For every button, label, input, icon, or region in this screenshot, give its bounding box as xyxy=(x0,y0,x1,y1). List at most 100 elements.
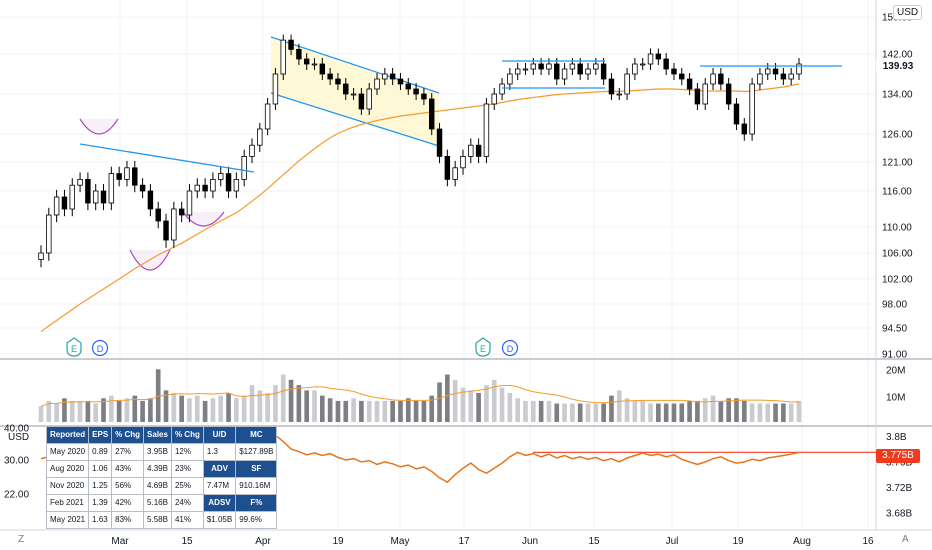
candle-body xyxy=(663,58,669,70)
candle-body xyxy=(264,103,271,130)
candle-body xyxy=(491,93,497,105)
volume-bar xyxy=(38,406,44,422)
table-cell: 3.95B xyxy=(143,443,172,461)
volume-bar xyxy=(452,379,458,422)
table-header: Sales xyxy=(143,426,172,444)
candle-body xyxy=(452,167,458,180)
table-cell: 12% xyxy=(170,443,204,461)
candle-body xyxy=(85,178,91,204)
candle-body xyxy=(561,68,568,80)
volume-bar xyxy=(124,398,130,422)
dividend-marker-label: D xyxy=(507,344,514,354)
volume-bars xyxy=(38,369,802,422)
sub-tick-label: 3.68B xyxy=(886,508,912,519)
table-cell: 910.16M xyxy=(235,477,278,495)
candle-body xyxy=(38,252,44,260)
left-scale-tick-label: 30.00 xyxy=(4,456,29,467)
candle-body xyxy=(639,63,646,66)
candle-body xyxy=(725,83,732,105)
volume-bar xyxy=(781,403,786,422)
table-cell: 1.63 xyxy=(88,511,113,529)
volume-bar xyxy=(202,400,208,422)
candle-body xyxy=(796,63,802,75)
volume-bar xyxy=(273,385,278,422)
candle-body xyxy=(147,190,154,210)
candle-body xyxy=(100,190,107,204)
fundamentals-table: Reported EPS % Chg Sales % Chg U/D MC Ma… xyxy=(45,426,278,529)
candle-body xyxy=(749,83,755,135)
candle-body xyxy=(522,68,529,71)
volume-bar xyxy=(413,400,419,422)
table-row: Feb 2021 1.39 42% 5.16B 24% ADSV F% xyxy=(45,494,278,512)
candle-body xyxy=(46,214,52,254)
volume-bar xyxy=(773,403,778,422)
volume-bar xyxy=(210,398,216,422)
candle-body xyxy=(421,93,427,100)
candle-body xyxy=(139,184,146,192)
candle-body xyxy=(780,73,787,80)
price-tick-label: 121.00 xyxy=(882,158,913,169)
volume-bar xyxy=(530,400,536,422)
table-cell: 4.39B xyxy=(143,460,172,478)
volume-bar xyxy=(788,403,794,422)
volume-bar xyxy=(234,398,239,422)
volume-bar xyxy=(757,403,763,422)
time-tick-label: Jul xyxy=(666,536,679,547)
volume-bar xyxy=(445,374,450,422)
volume-bar xyxy=(93,403,99,422)
candle-body xyxy=(296,48,302,60)
price-tick-label: 116.00 xyxy=(882,187,912,198)
volume-bar xyxy=(765,403,771,422)
currency-badge[interactable]: USD xyxy=(893,5,923,20)
volume-bar xyxy=(632,400,638,422)
candle-body xyxy=(249,144,255,157)
volume-bar xyxy=(390,400,395,422)
table-cell: 1.39 xyxy=(88,494,113,512)
auto-scale-button[interactable]: A xyxy=(902,534,909,545)
candle-body xyxy=(69,184,75,210)
volume-bar xyxy=(140,400,145,422)
earnings-marker xyxy=(66,337,82,357)
price-tick-label: 134.00 xyxy=(882,90,913,101)
candle-body xyxy=(702,83,708,105)
price-tick-label: 110.00 xyxy=(882,223,912,234)
volume-bar xyxy=(335,400,341,422)
candle-body xyxy=(616,93,622,96)
candle-body xyxy=(225,173,232,192)
volume-bar xyxy=(226,393,231,422)
earnings-marker-label: E xyxy=(480,344,486,354)
candle-body xyxy=(311,63,318,66)
volume-bar xyxy=(741,400,747,422)
pattern-arcs xyxy=(79,118,225,271)
volume-bar xyxy=(570,403,575,422)
candle-body xyxy=(171,208,177,241)
volume-bar xyxy=(288,379,294,422)
volume-average-line xyxy=(40,384,799,407)
moving-average xyxy=(40,83,800,333)
candle-body xyxy=(335,78,341,85)
volume-bar xyxy=(398,400,403,422)
candle-body xyxy=(116,173,122,180)
volume-bar xyxy=(640,400,646,422)
table-cell: F% xyxy=(235,494,278,512)
price-tick-label: 102.00 xyxy=(882,275,913,286)
candle-body xyxy=(319,63,326,75)
table-header-row: Reported EPS % Chg Sales % Chg U/D MC xyxy=(45,426,278,444)
volume-bar xyxy=(312,390,317,422)
candle-body xyxy=(53,196,60,216)
time-tick-label: Mar xyxy=(111,536,129,547)
timezone-button[interactable]: Z xyxy=(18,534,25,545)
candle-body xyxy=(593,63,599,70)
table-cell: ADSV xyxy=(202,494,237,512)
volume-bar xyxy=(101,398,106,422)
candle-body xyxy=(358,93,365,110)
time-tick-label: Aug xyxy=(793,536,811,547)
candle-body xyxy=(694,88,701,105)
table-row: Aug 2020 1.06 43% 4.39B 23% ADV SF xyxy=(45,460,278,478)
time-tick-label: 15 xyxy=(181,536,193,547)
candle-body xyxy=(241,155,247,180)
table-cell: 99.6% xyxy=(235,511,278,529)
table-cell: 83% xyxy=(111,511,145,529)
candle-body xyxy=(632,63,638,75)
table-cell: 42% xyxy=(111,494,145,512)
